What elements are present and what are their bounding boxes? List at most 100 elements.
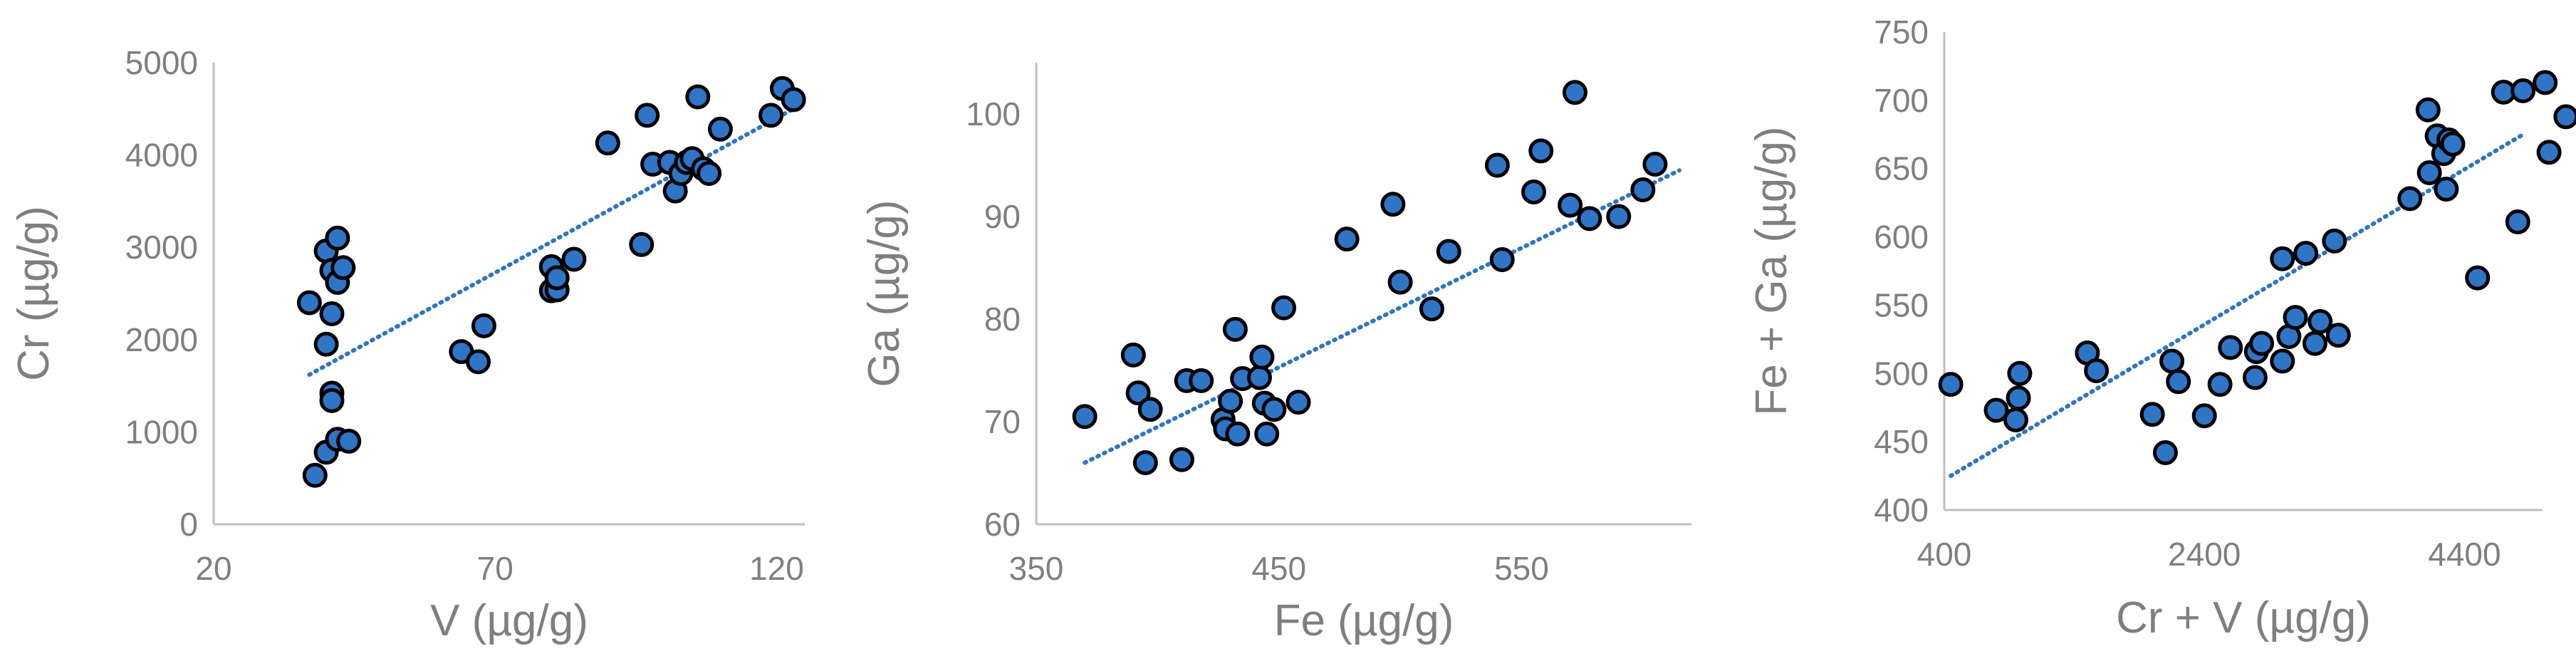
data-point [1218, 388, 1243, 414]
data-point [1630, 177, 1656, 203]
data-point [2283, 305, 2308, 330]
data-point [629, 231, 655, 257]
data-point [1489, 246, 1515, 272]
x-tick-label: 450 [1251, 550, 1306, 587]
data-point [697, 161, 722, 187]
data-point [635, 103, 660, 128]
y-axis-title: Fe + Ga (µg/g) [1747, 126, 1796, 415]
x-tick-label: 120 [749, 550, 804, 587]
y-axis-title: Ga (µg/g) [860, 199, 909, 387]
data-point [1334, 227, 1360, 252]
data-point [1577, 206, 1602, 231]
data-point [2152, 439, 2178, 465]
data-point [2322, 228, 2347, 254]
x-tick-label: 2400 [2168, 536, 2241, 573]
data-point [781, 87, 806, 113]
y-axis-title: Cr (µg/g) [9, 206, 58, 381]
data-point [2159, 348, 2185, 374]
data-point [685, 84, 711, 110]
y-tick-label: 550 [1874, 286, 1929, 323]
y-tick-label: 750 [1874, 14, 1929, 51]
data-point [1558, 192, 1583, 218]
data-point [2533, 70, 2558, 95]
data-point [1271, 295, 1297, 321]
data-point [313, 331, 339, 357]
y-tick-label: 90 [984, 198, 1021, 235]
data-point [1169, 447, 1194, 472]
data-point [2003, 407, 2028, 432]
data-point [319, 387, 345, 413]
x-axis-title: Fe (µg/g) [1274, 596, 1454, 645]
data-point [2440, 131, 2466, 157]
data-point [2465, 265, 2491, 291]
data-point [1436, 239, 1461, 264]
data-point [1521, 179, 1547, 204]
data-point [707, 116, 733, 142]
y-tick-label: 5000 [125, 44, 198, 81]
data-point [561, 246, 587, 272]
y-tick-label: 0 [179, 506, 198, 543]
data-point [2293, 241, 2319, 266]
data-point [2434, 176, 2459, 202]
chart-2: 60 70 80 90 100 350 450 550 Fe (µg/g) Ga (µg/g) [860, 63, 1691, 645]
data-point [2139, 402, 2165, 427]
data-point [1125, 380, 1151, 406]
data-point [2207, 372, 2233, 397]
y-tick-label: 650 [1874, 150, 1929, 187]
trendline [307, 106, 796, 378]
chart-1: 0 1000 2000 3000 4000 5000 20 70 120 V (µg/g) Cr (… [9, 44, 806, 645]
y-tick-label: 700 [1874, 82, 1929, 119]
data-point [2302, 330, 2327, 356]
trendline [1949, 132, 2525, 479]
data-point [595, 130, 620, 156]
data-point [2218, 335, 2243, 360]
data-point [1225, 421, 1251, 447]
data-point [2415, 97, 2441, 123]
data-point [1528, 138, 1554, 164]
data-point [2191, 403, 2217, 429]
data-point [2270, 348, 2295, 374]
data-point [2397, 186, 2423, 212]
data-point [1254, 421, 1280, 447]
data-point [302, 462, 328, 488]
data-point [2510, 78, 2536, 103]
y-tick-label: 1000 [125, 413, 198, 450]
data-point [2553, 104, 2576, 130]
chart-3: 400 450 500 550 600 650 700 750 400 2400 4400 Cr + … [1747, 14, 2576, 642]
data-point [325, 225, 350, 251]
data-point [2007, 360, 2033, 386]
data-point [2325, 323, 2351, 348]
data-point [1249, 344, 1275, 370]
x-tick-label: 350 [1009, 550, 1064, 587]
x-tick-label: 20 [195, 550, 231, 587]
data-point [1419, 296, 1444, 322]
x-axis-title: Cr + V (µg/g) [2116, 593, 2371, 642]
y-tick-label: 3000 [125, 229, 198, 266]
x-tick-label: 4400 [2428, 536, 2501, 573]
data-point [2416, 160, 2442, 185]
data-point [2249, 330, 2275, 356]
data-point [2084, 358, 2110, 383]
data-point [296, 290, 322, 316]
data-point [1189, 368, 1214, 393]
data-point [1246, 365, 1272, 390]
data-point [1286, 390, 1311, 415]
data-point [2242, 365, 2268, 390]
data-point [1562, 80, 1587, 105]
data-point [1120, 342, 1146, 368]
data-point [1380, 192, 1406, 217]
data-point [1938, 372, 1964, 397]
y-tick-label: 600 [1874, 219, 1929, 256]
data-point [2308, 308, 2333, 334]
data-point [1222, 316, 1248, 342]
data-point [319, 301, 345, 327]
data-point [471, 313, 496, 338]
data-point [544, 265, 570, 291]
y-tick-label: 2000 [125, 321, 198, 358]
x-tick-label: 70 [477, 550, 513, 587]
x-tick-label: 550 [1494, 550, 1549, 587]
data-point [1606, 204, 1632, 229]
y-tick-label: 100 [966, 95, 1021, 132]
x-axis-title: V (µg/g) [430, 596, 588, 645]
data-point [1072, 404, 1097, 430]
